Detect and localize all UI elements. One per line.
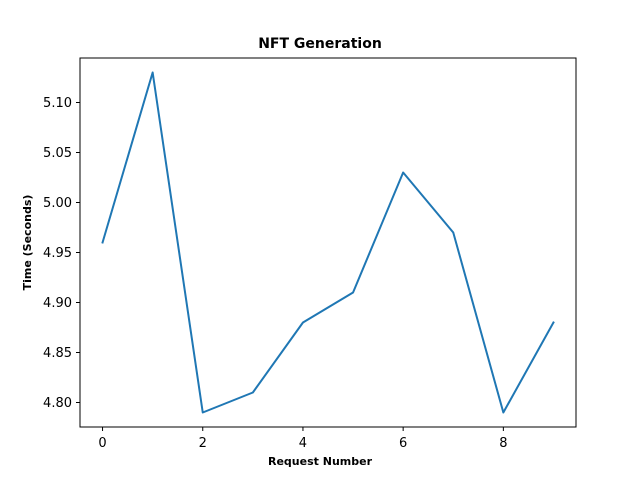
y-axis-ticks: 4.80 4.85 4.90 4.95 5.00 5.05 5.10 bbox=[43, 96, 80, 411]
x-tick-label: 8 bbox=[499, 436, 507, 451]
chart-title: NFT Generation bbox=[258, 36, 382, 52]
x-tick-label: 4 bbox=[299, 436, 307, 451]
y-tick-label: 4.90 bbox=[43, 296, 72, 311]
x-tick-label: 6 bbox=[399, 436, 407, 451]
y-tick-label: 5.10 bbox=[43, 96, 72, 111]
x-axis-label: Request Number bbox=[268, 455, 373, 468]
series-line bbox=[101, 71, 555, 414]
y-tick-label: 5.05 bbox=[43, 146, 72, 161]
plot-frame bbox=[79, 57, 577, 428]
plot-area: 0 2 4 6 8 4.80 4.85 4.90 4.95 5.00 5.05 5.10 bbox=[43, 57, 577, 451]
x-axis-ticks: 0 2 4 6 8 bbox=[98, 427, 507, 451]
y-axis-label: Time (Seconds) bbox=[21, 195, 34, 291]
y-tick-label: 4.80 bbox=[43, 396, 72, 411]
x-tick-label: 2 bbox=[199, 436, 207, 451]
y-tick-label: 4.85 bbox=[43, 346, 72, 361]
series-layer bbox=[101, 71, 555, 414]
y-tick-label: 4.95 bbox=[43, 246, 72, 261]
y-tick-label: 5.00 bbox=[43, 196, 72, 211]
x-tick-label: 0 bbox=[98, 436, 106, 451]
